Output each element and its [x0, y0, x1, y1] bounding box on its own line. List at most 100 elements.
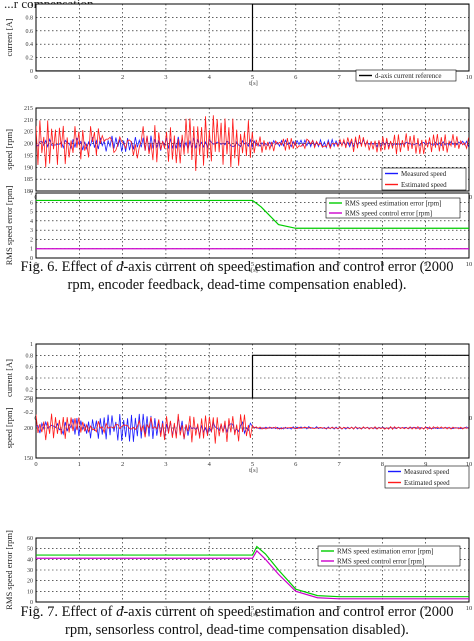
- legend-label: RMS speed control error [rpm]: [337, 558, 424, 566]
- legend-label: Measured speed: [404, 468, 450, 476]
- x-tick-label: 10: [466, 261, 473, 268]
- x-tick-label: 2: [121, 74, 124, 81]
- series-group: [36, 199, 469, 250]
- y-tick-label: 215: [24, 106, 33, 112]
- legend-label: RMS speed estimation error [rpm]: [337, 548, 433, 556]
- x-tick-label: 2: [121, 261, 124, 268]
- x-axis-label: t[s]: [249, 267, 258, 274]
- x-tick-label: 4: [208, 261, 212, 268]
- x-tick-label: 1: [78, 605, 81, 612]
- x-tick-label: 0: [34, 261, 37, 268]
- y-tick-label: 6: [30, 200, 33, 206]
- series-group: [36, 4, 469, 71]
- x-axis-label: t[s]: [249, 80, 258, 87]
- y-tick-label: 3: [30, 228, 33, 234]
- legend-box: [325, 197, 461, 219]
- x-tick-label: 0: [34, 74, 37, 81]
- series-line-2: [36, 115, 469, 171]
- x-tick-label: 10: [466, 605, 473, 612]
- y-tick-label: 200: [24, 142, 33, 148]
- y-tick-label: 150: [24, 456, 33, 462]
- x-tick-label: 10: [466, 461, 473, 468]
- legend-label: d-axis current reference: [375, 72, 441, 80]
- y-tick-label: 7: [30, 191, 33, 197]
- series-line-2: [36, 413, 469, 444]
- y-tick-label: 60: [27, 536, 33, 542]
- y-tick-label: 205: [24, 130, 33, 136]
- x-tick-label: 0: [34, 605, 37, 612]
- x-tick-label: 6: [294, 461, 298, 468]
- x-tick-label: 4: [208, 605, 212, 612]
- y-axis-label: current [A]: [4, 18, 14, 56]
- legend-label: RMS speed control error [rpm]: [345, 210, 432, 218]
- fig6-caption-var: d: [116, 259, 124, 275]
- panel-5: 0 1 2 3 4 5 6 7 8 9 10 150 200 250 t[s] speed [rpm] Meas…: [4, 396, 473, 489]
- y-axis-label: current [A]: [4, 359, 14, 397]
- legend-box: [355, 69, 457, 82]
- y-tick-label: 1: [30, 342, 33, 348]
- y-tick-label: 1: [30, 2, 33, 8]
- legend-box: [384, 465, 470, 489]
- y-tick-label: 10: [27, 589, 33, 595]
- y-tick-label: 210: [24, 118, 33, 124]
- fig6-caption-line1: Fig. 6. Effect of d-axis current on spee…: [0, 258, 474, 276]
- legend-label: Estimated speed: [401, 181, 447, 189]
- x-tick-label: 7: [337, 74, 341, 81]
- y-tick-label: 0.2: [26, 387, 34, 393]
- x-tick-label: 7: [337, 605, 341, 612]
- x-tick-label: 3: [164, 605, 167, 612]
- legend-box: [317, 545, 461, 567]
- legend: Measured speed Estimated speed: [381, 167, 467, 191]
- y-tick-label: 0.8: [26, 15, 34, 21]
- panel-2: 012345678910180185190195200205210215t[s]…: [4, 106, 472, 207]
- fig7-caption-prefix: Fig. 7. Effect of: [20, 604, 117, 620]
- x-axis-label: t[s]: [249, 611, 258, 618]
- fig6-caption-prefix: Fig. 6. Effect of: [20, 259, 117, 275]
- series-group: [36, 545, 469, 600]
- legend: RMS speed estimation error [rpm] RMS spee…: [317, 545, 461, 567]
- panel-6: 0 1 2 3 4 5 6 7 8 9 10 0 10 20 30 40 50 60 t[s] RMS speed e…: [4, 530, 472, 618]
- y-tick-label: 0.6: [26, 29, 34, 35]
- legend: RMS speed estimation error [rpm] RMS spee…: [325, 197, 461, 219]
- x-tick-label: 10: [466, 74, 473, 81]
- y-tick-label: 30: [27, 568, 33, 574]
- x-tick-label: 8: [381, 261, 384, 268]
- legend: d-axis current reference: [355, 69, 457, 82]
- x-tick-label: 7: [337, 261, 341, 268]
- x-tick-label: 8: [381, 461, 384, 468]
- series-line-1: [36, 545, 469, 598]
- x-tick-label: 7: [337, 461, 341, 468]
- y-tick-label: 250: [24, 396, 33, 402]
- y-tick-label: 2: [30, 237, 33, 243]
- x-tick-label: 8: [381, 605, 384, 612]
- x-tick-label: 9: [424, 261, 427, 268]
- x-tick-label: 5: [251, 74, 254, 81]
- x-tick-label: 2: [121, 605, 124, 612]
- y-axis-label: RMS speed error [rpm]: [4, 530, 14, 610]
- x-tick-label: 9: [424, 605, 427, 612]
- x-tick-label: 0: [34, 461, 37, 468]
- fig6-caption-line2: rpm, encoder feedback, dead-time compens…: [67, 277, 407, 293]
- fig7-caption-line2: rpm, sensorless control, dead-time compe…: [65, 622, 409, 638]
- x-tick-label: 1: [78, 261, 81, 268]
- y-tick-label: 5: [30, 210, 33, 216]
- x-axis-label: t[s]: [249, 467, 258, 474]
- y-tick-label: 1: [30, 247, 33, 253]
- y-tick-label: 20: [27, 579, 33, 585]
- x-tick-label: 5: [251, 461, 254, 468]
- series-line-1: [36, 135, 469, 152]
- fig7-caption-rest: -axis current on speed estimation and co…: [123, 604, 454, 620]
- x-tick-label: 2: [121, 461, 124, 468]
- x-tick-label: 4: [208, 461, 212, 468]
- y-tick-label: 0.6: [26, 365, 34, 371]
- legend-label: Estimated speed: [404, 479, 450, 487]
- fig7-caption-var: d: [116, 604, 124, 620]
- series-group: [36, 115, 469, 171]
- x-tick-label: 6: [294, 74, 298, 81]
- panel-3: 0 1 2 3 4 5 6 7 8 9 10 0 1 2 3 4 5 6 7 t[s] RMS speed error …: [4, 186, 472, 274]
- y-tick-label: 0: [30, 399, 33, 405]
- y-tick-label: 0: [30, 600, 33, 606]
- y-tick-label: 0.8: [26, 353, 34, 359]
- series-group: [36, 413, 469, 444]
